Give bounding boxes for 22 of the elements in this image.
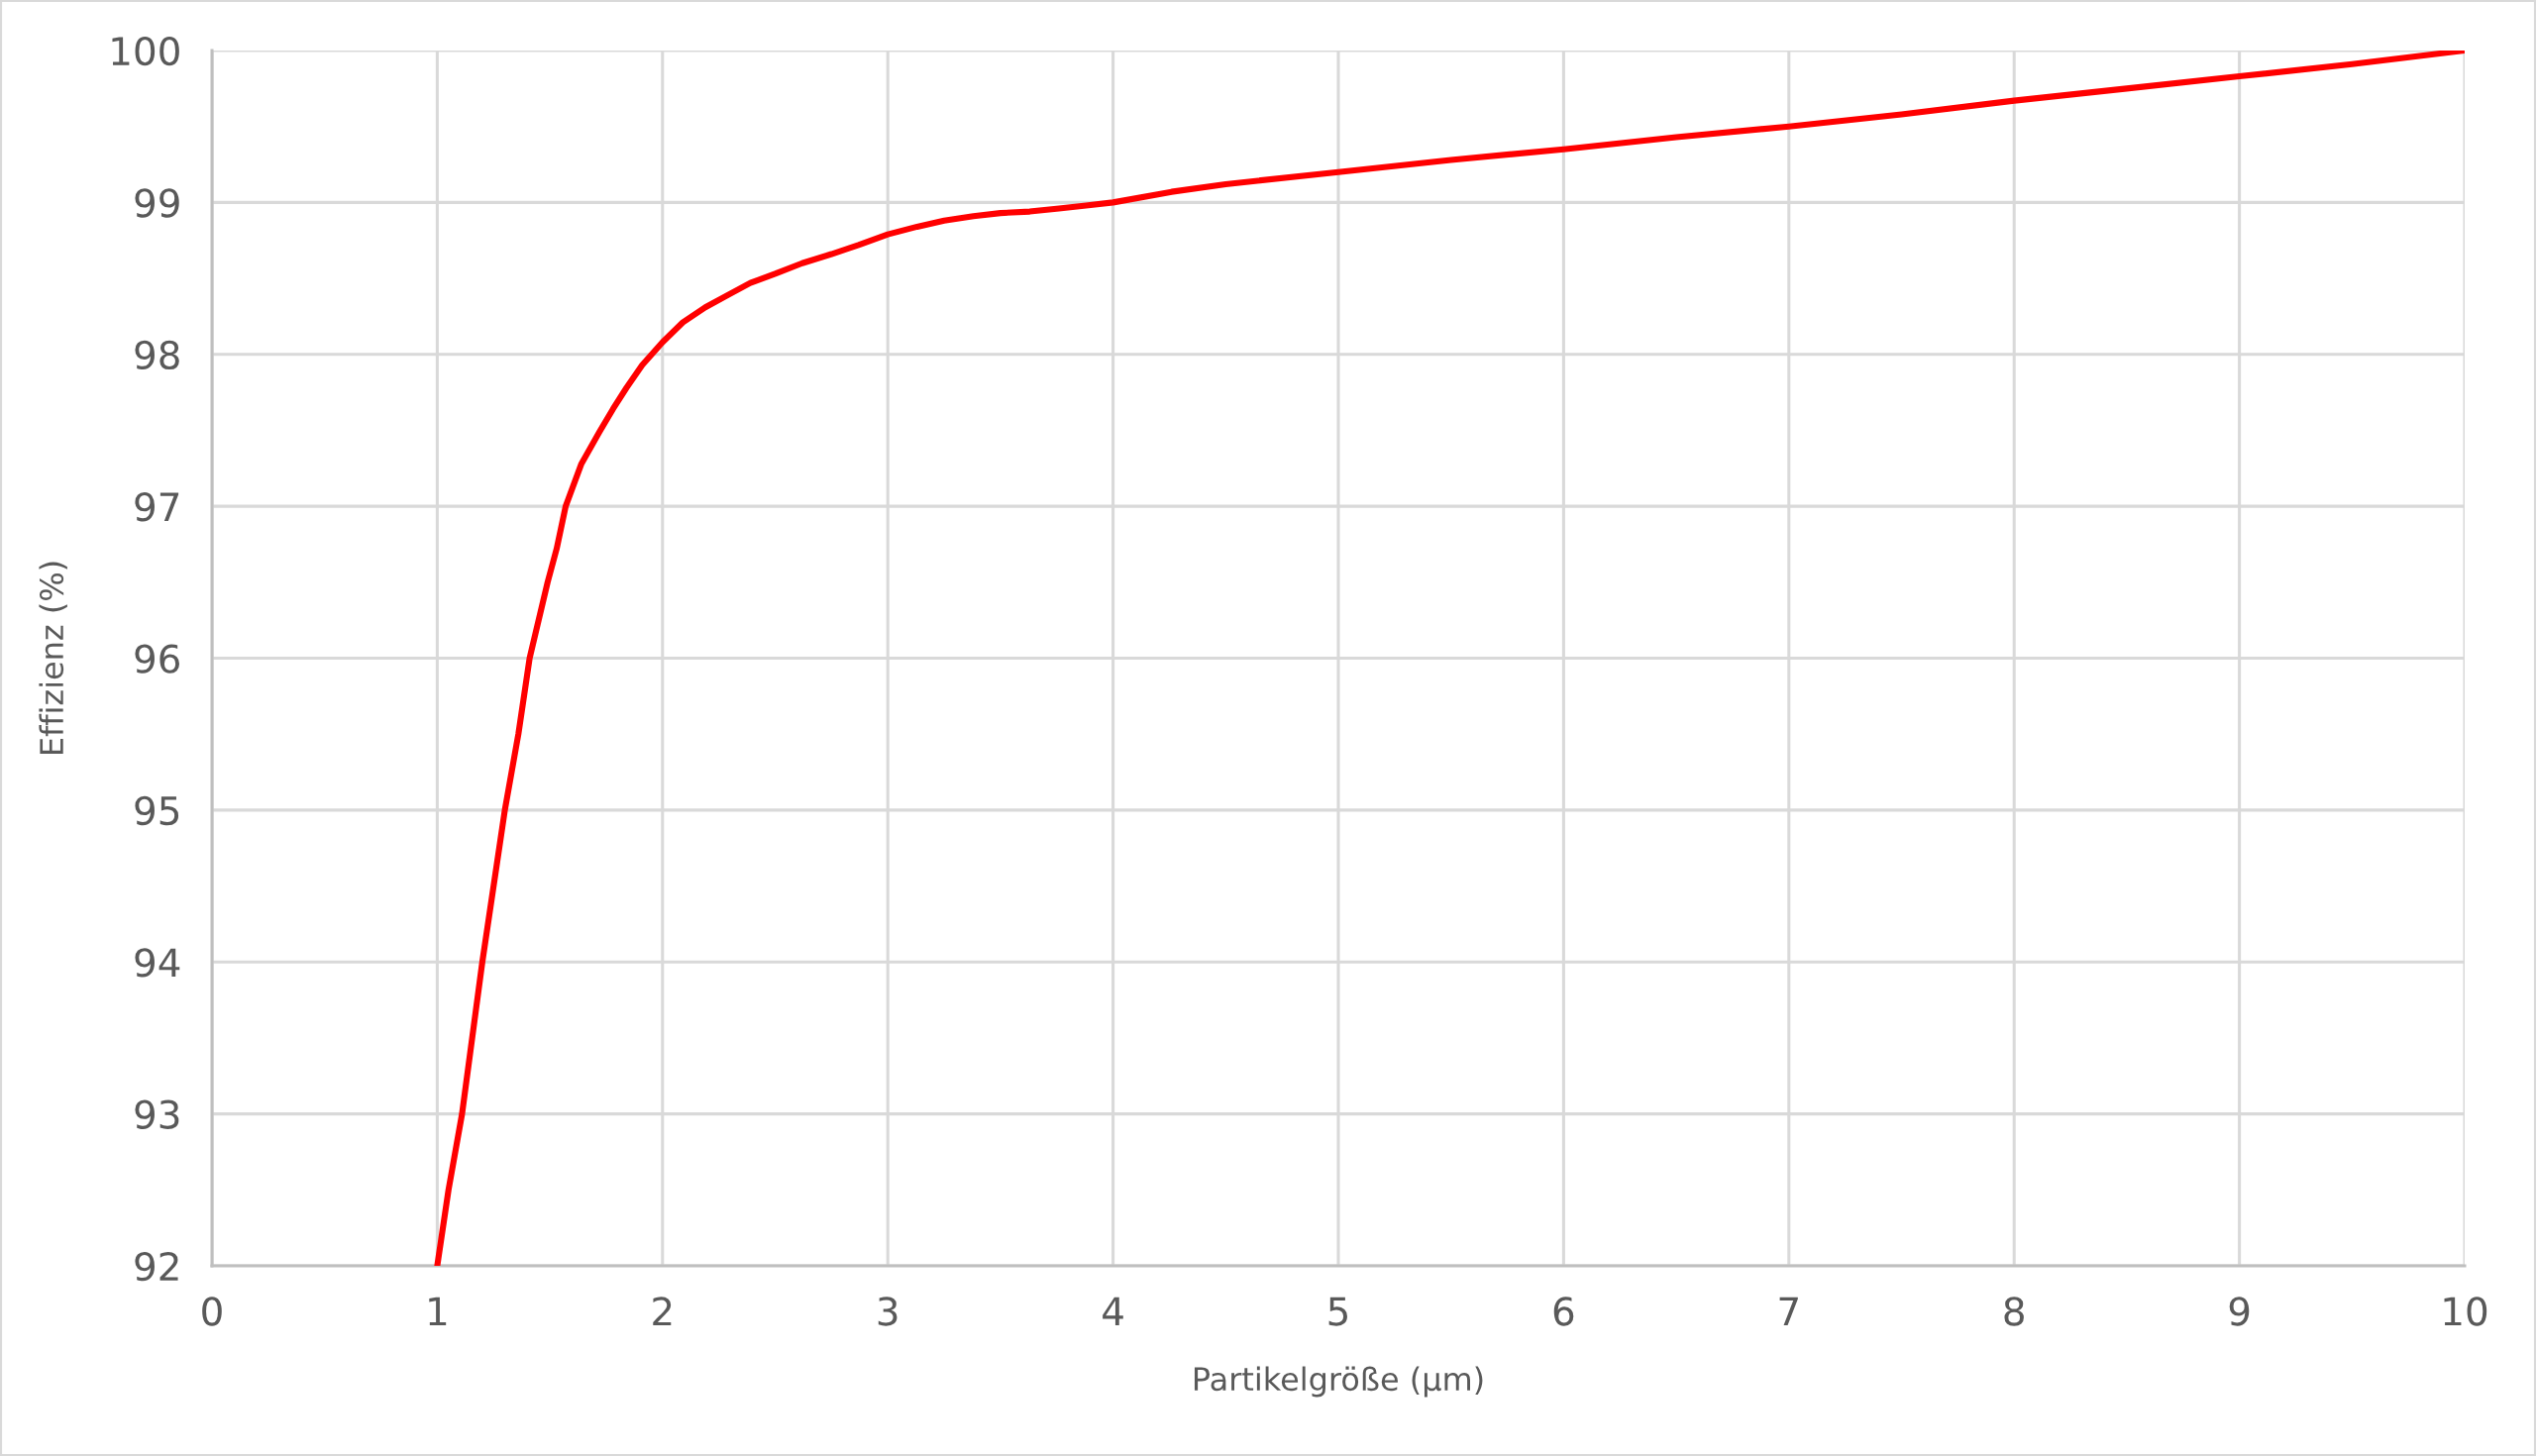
y-tick-label: 93 [135, 1099, 179, 1129]
x-tick-label: 1 [429, 1297, 447, 1326]
x-tick-label: 3 [878, 1297, 898, 1326]
y-axis-title: Effizienz (%) [39, 562, 67, 755]
y-tick-label: 94 [135, 948, 180, 978]
y-tick-label: 92 [135, 1251, 178, 1282]
x-tick-label: 0 [202, 1297, 222, 1326]
y-tick-label: 96 [135, 644, 179, 674]
y-tick-label: 95 [135, 795, 179, 826]
y-tick-label: 100 [112, 36, 179, 66]
y-tick-label: 99 [135, 188, 179, 218]
x-tick-label: 5 [1328, 1297, 1347, 1326]
x-tick-label: 7 [1779, 1297, 1798, 1326]
x-tick-label: 10 [2444, 1297, 2487, 1326]
x-tick-label: 9 [2229, 1297, 2250, 1326]
x-axis-title: Partikelgröße (µm) [1194, 1366, 1483, 1398]
y-tick-label: 98 [135, 340, 179, 370]
y-tick-label: 97 [135, 492, 179, 522]
x-tick-label: 8 [2004, 1297, 2024, 1326]
x-tick-label: 4 [1103, 1297, 1123, 1326]
x-tick-label: 6 [1553, 1297, 1574, 1326]
x-tick-label: 2 [653, 1297, 672, 1326]
